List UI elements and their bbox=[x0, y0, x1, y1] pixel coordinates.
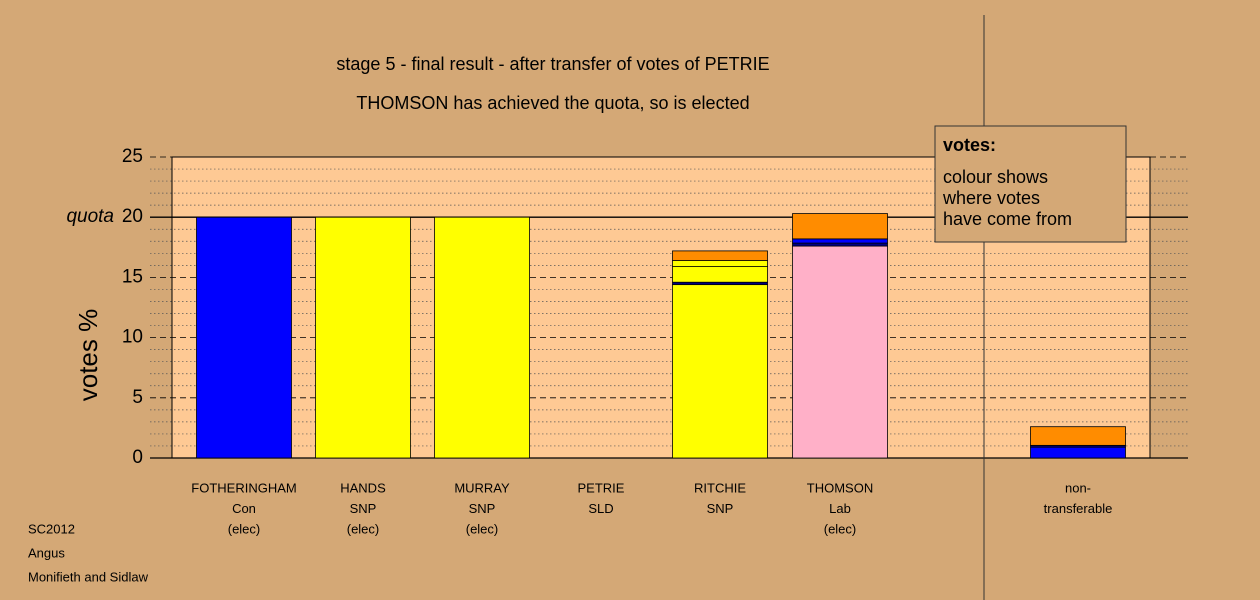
bar-segment bbox=[672, 260, 768, 267]
x-tick-label: SNP bbox=[469, 501, 496, 516]
x-tick-label: non- bbox=[1065, 480, 1091, 495]
bar-segment bbox=[1030, 446, 1126, 459]
note-line: where votes bbox=[942, 188, 1040, 208]
bar-segment bbox=[315, 216, 411, 459]
x-tick-label: Con bbox=[232, 501, 256, 516]
bar-segment bbox=[792, 245, 888, 459]
y-axis-label: votes % bbox=[73, 309, 103, 402]
footer-text: Angus bbox=[28, 545, 65, 560]
bar-segment bbox=[672, 250, 768, 261]
bar-segment bbox=[672, 284, 768, 459]
quota-label: quota bbox=[66, 206, 114, 227]
x-tick-label: Lab bbox=[829, 501, 851, 516]
x-tick-label: (elec) bbox=[347, 521, 380, 536]
note-box: votes: colour shows where votes have com… bbox=[934, 125, 1127, 243]
bar-segment bbox=[1030, 426, 1126, 446]
x-tick-label: SLD bbox=[588, 501, 613, 516]
note-frame bbox=[934, 125, 1127, 243]
y-tick-label: 0 bbox=[132, 447, 143, 468]
x-tick-label: (elec) bbox=[466, 521, 499, 536]
x-tick-label: (elec) bbox=[824, 521, 857, 536]
y-tick-label: 10 bbox=[122, 327, 143, 348]
note-line: have come from bbox=[943, 209, 1072, 229]
y-tick-label: 5 bbox=[132, 387, 143, 408]
x-tick-label: SNP bbox=[707, 501, 734, 516]
y-tick-label: 20 bbox=[122, 206, 143, 227]
footer-text: SC2012 bbox=[28, 521, 75, 536]
x-tick-label: PETRIE bbox=[578, 480, 625, 495]
x-tick-label: HANDS bbox=[340, 480, 386, 495]
y-tick-label: 15 bbox=[122, 266, 143, 287]
note-line: colour shows bbox=[943, 167, 1048, 187]
bar-segment bbox=[792, 213, 888, 240]
x-tick-label: THOMSON bbox=[807, 480, 873, 495]
y-tick-label: 25 bbox=[122, 146, 143, 167]
bar-segment bbox=[434, 216, 530, 459]
footer-text: Monifieth and Sidlaw bbox=[28, 569, 149, 584]
chart-subtitle: THOMSON has achieved the quota, so is el… bbox=[356, 93, 749, 113]
bar-segment bbox=[792, 242, 888, 247]
x-tick-label: (elec) bbox=[228, 521, 261, 536]
chart-title: stage 5 - final result - after transfer … bbox=[336, 54, 769, 74]
bar-segment bbox=[792, 238, 888, 244]
x-tick-label: MURRAY bbox=[454, 480, 510, 495]
x-tick-label: FOTHERINGHAM bbox=[191, 480, 296, 495]
x-tick-label: transferable bbox=[1044, 501, 1113, 516]
x-tick-label: RITCHIE bbox=[694, 480, 746, 495]
bar-segment bbox=[672, 266, 768, 283]
x-tick-label: SNP bbox=[350, 501, 377, 516]
note-heading: votes: bbox=[943, 135, 996, 155]
bar-segment bbox=[196, 216, 292, 459]
